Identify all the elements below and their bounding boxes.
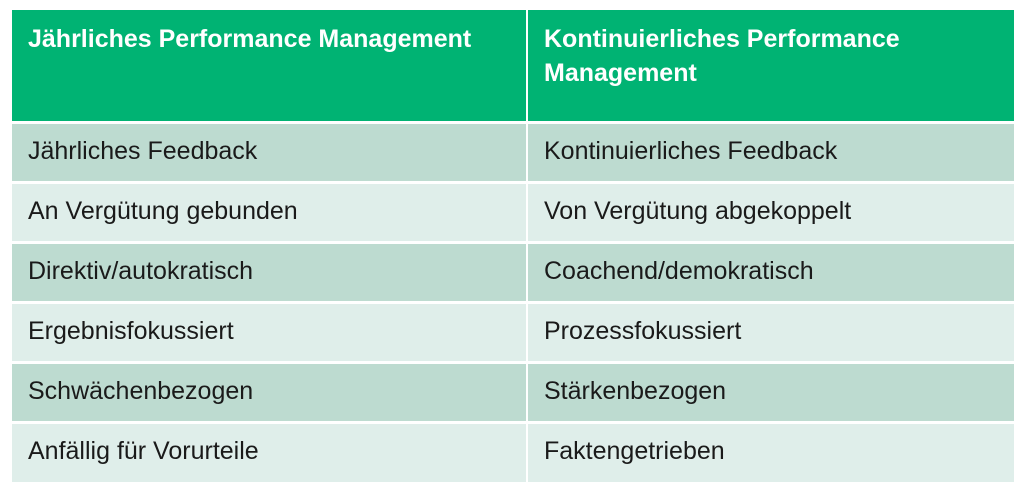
table-cell-continuous: Stärkenbezogen: [527, 360, 1014, 422]
table-cell-continuous: Kontinuierliches Feedback: [527, 120, 1014, 182]
table-row: An Vergütung gebunden Von Vergütung abge…: [12, 180, 1014, 242]
table-cell-continuous: Faktengetrieben: [527, 420, 1014, 482]
table-header-row: Jährliches Performance Management Kontin…: [12, 10, 1014, 122]
table-cell-annual: Anfällig für Vorurteile: [12, 420, 528, 482]
table-cell-annual: Jährliches Feedback: [12, 120, 528, 182]
table-row: Ergebnisfokussiert Prozessfokussiert: [12, 300, 1014, 362]
table-row: Jährliches Feedback Kontinuierliches Fee…: [12, 120, 1014, 182]
table-cell-annual: Schwächenbezogen: [12, 360, 528, 422]
table-row: Schwächenbezogen Stärkenbezogen: [12, 360, 1014, 422]
table-row: Anfällig für Vorurteile Faktengetrieben: [12, 420, 1014, 482]
table-cell-annual: Direktiv/autokratisch: [12, 240, 528, 302]
table-row: Direktiv/autokratisch Coachend/demokrati…: [12, 240, 1014, 302]
header-annual-performance-management: Jährliches Performance Management: [12, 10, 528, 122]
table-cell-annual: An Vergütung gebunden: [12, 180, 528, 242]
table-cell-continuous: Prozessfokussiert: [527, 300, 1014, 362]
table-cell-continuous: Coachend/demokratisch: [527, 240, 1014, 302]
table-cell-continuous: Von Vergütung abgekoppelt: [527, 180, 1014, 242]
comparison-table: Jährliches Performance Management Kontin…: [12, 10, 1014, 482]
header-continuous-performance-management: Kontinuierliches Performance Management: [527, 10, 1014, 122]
table-cell-annual: Ergebnisfokussiert: [12, 300, 528, 362]
